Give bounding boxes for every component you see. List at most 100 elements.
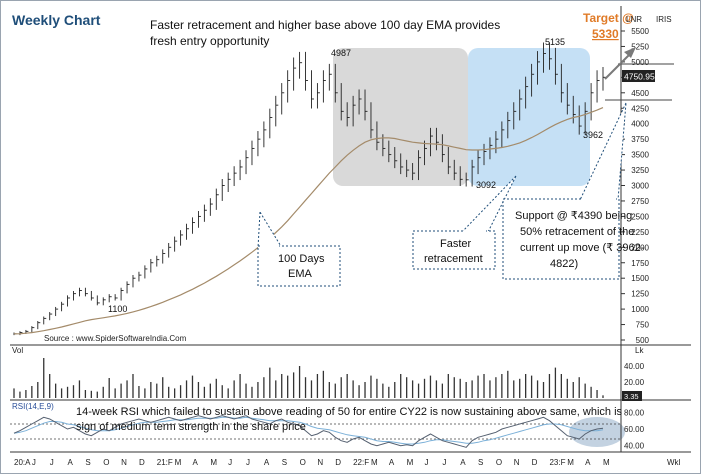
rsi-axis: 80.00 60.00 40.00	[624, 408, 645, 450]
x-axis-label: N	[514, 458, 520, 467]
x-axis-label: O	[103, 458, 109, 467]
x-axis-label: N	[121, 458, 127, 467]
last-price-value: 4750.95	[624, 72, 655, 82]
x-axis-label: J	[32, 458, 36, 467]
rsi-zone	[569, 417, 625, 447]
volume-series	[13, 358, 604, 398]
support-callout-line-4: 4822)	[550, 258, 578, 270]
volume-last-tag	[622, 391, 642, 401]
rsi-tick-label: 40.00	[624, 442, 645, 451]
blue-zone	[468, 48, 590, 186]
grey-zone	[333, 48, 468, 186]
rsi-label: RSI(14,E,9)	[12, 402, 54, 411]
x-axis-label: 20:A	[14, 458, 31, 467]
price-tick-label: 2500	[631, 212, 649, 221]
x-axis-label: M	[603, 458, 610, 467]
label-4987: 4987	[331, 48, 351, 58]
x-axis-label: D	[335, 458, 341, 467]
faster-callout-line-1: Faster	[440, 238, 472, 250]
price-tick-label: 2250	[631, 228, 649, 237]
volume-tick-label: 40.00	[624, 362, 645, 371]
volume-label: Vol	[12, 346, 23, 355]
x-axis-label: M	[567, 458, 574, 467]
faster-callout	[412, 230, 496, 270]
price-tick-label: 2000	[631, 243, 649, 252]
support-callout-line-2: 50% retracement of the	[520, 226, 634, 238]
price-tick-label: 2750	[631, 197, 649, 206]
x-axis-label: A	[264, 458, 270, 467]
x-axis-label: J	[228, 458, 232, 467]
x-axis-label: O	[496, 458, 502, 467]
price-tick-label: 4500	[631, 89, 649, 98]
price-tick-label: 3500	[631, 151, 649, 160]
price-tick-label: 4000	[631, 120, 649, 129]
ema-callout-line-1: 100 Days	[278, 253, 325, 265]
x-axis-label: J	[425, 458, 429, 467]
label-3092: 3092	[476, 180, 496, 190]
x-axis-unit: Wkl	[667, 458, 681, 467]
target-arrowhead	[624, 47, 636, 58]
rsi-note-line-2: sign of medium term strength in the shar…	[76, 421, 306, 433]
volume-tick-label: 20.00	[624, 378, 645, 387]
x-axis-label: J	[442, 458, 446, 467]
x-axis-label: M	[175, 458, 182, 467]
volume-unit: Lk	[635, 346, 644, 355]
x-axis-label: J	[246, 458, 250, 467]
currency-label: IRIS	[656, 15, 672, 24]
rsi-tick-label: 60.00	[624, 425, 645, 434]
label-3962: 3962	[583, 130, 603, 140]
price-tick-label: 1000	[631, 305, 649, 314]
price-tick-label: 500	[636, 336, 650, 345]
price-tick-label: 750	[636, 321, 650, 330]
x-axis-label: A	[585, 458, 591, 467]
price-tick-label: 5250	[631, 42, 649, 51]
x-axis-label: O	[300, 458, 306, 467]
x-axis-label: M	[210, 458, 217, 467]
x-axis-label: A	[192, 458, 198, 467]
rsi-tick-label: 80.00	[624, 408, 645, 417]
headline-line-2: fresh entry opportunity	[150, 34, 269, 48]
price-tick-label: 4250	[631, 104, 649, 113]
target-label: Target @	[583, 11, 634, 25]
source-text: Source : www.SpiderSoftwareIndia.Com	[44, 334, 187, 343]
chart-title: Weekly Chart	[12, 12, 101, 28]
volume-last-value: 3.35	[624, 392, 639, 401]
x-axis-label: S	[85, 458, 90, 467]
x-axis-label: M	[371, 458, 378, 467]
x-axis-label: 21:F	[157, 458, 173, 467]
x-axis-label: A	[68, 458, 74, 467]
support-callout-pointer	[579, 102, 627, 201]
ema-100-line	[14, 107, 604, 335]
price-tick-label: 3250	[631, 166, 649, 175]
volume-axis: 40.00 20.00	[624, 362, 645, 387]
x-axis-label: J	[50, 458, 54, 467]
headline-line-1: Faster retracement and higher base above…	[150, 18, 500, 32]
x-axis-label: 22:F	[353, 458, 369, 467]
x-axis-label: D	[532, 458, 538, 467]
price-axis: 5500525050004750450042504000375035003250…	[621, 27, 650, 345]
support-callout-line-1: Support @ ₹4390 being	[515, 210, 632, 222]
support-callout-line-3: current up move (₹ 3962-	[520, 242, 645, 254]
target-arrow	[604, 51, 633, 80]
x-axis-label: N	[317, 458, 323, 467]
price-tick-label: 5500	[631, 27, 649, 36]
target-value: 5330	[592, 27, 619, 41]
price-tick-label: 1750	[631, 259, 649, 268]
price-tick-label: 1500	[631, 274, 649, 283]
faster-callout-line-2: retracement	[424, 253, 483, 265]
x-axis-label: 23:F	[549, 458, 565, 467]
price-tick-label: 3000	[631, 182, 649, 191]
price-tick-label: 1250	[631, 290, 649, 299]
rsi-line	[13, 415, 604, 448]
x-axis-label: S	[282, 458, 287, 467]
x-axis-label: D	[139, 458, 145, 467]
x-axis-label: A	[389, 458, 395, 467]
label-1100: 1100	[108, 304, 127, 314]
price-series	[13, 42, 606, 336]
x-axis: 20:A J J A S O N D 21:F M A M J J A S O N D 22:F M A M J J A S O N D 2…	[14, 458, 610, 467]
label-5135: 5135	[545, 37, 565, 47]
rsi-signal-line	[13, 416, 604, 445]
x-axis-label: M	[407, 458, 414, 467]
ema-callout	[257, 245, 341, 287]
